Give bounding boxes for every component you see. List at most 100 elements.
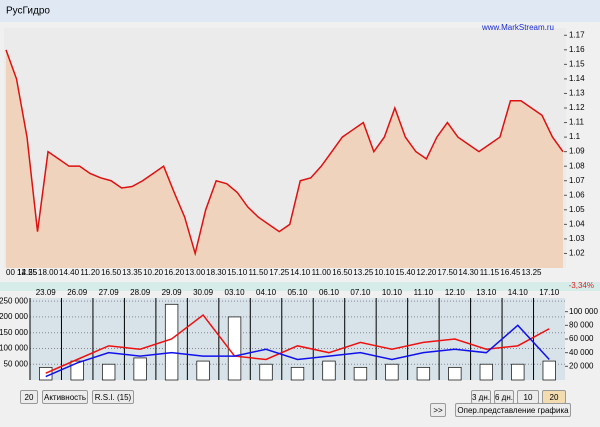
y-tick-label: 1.06 — [569, 190, 585, 199]
x-tick-label: 17.25 — [269, 268, 290, 277]
volume-bar — [290, 366, 305, 381]
y-tick-label: 1.05 — [569, 205, 585, 214]
date-label: 17.10 — [539, 288, 560, 297]
y-tick-label: 100 000 — [0, 344, 29, 353]
y-tick-label: 1.1 — [569, 132, 581, 141]
date-label: 29.09 — [162, 288, 183, 297]
date-label: 06.10 — [319, 288, 340, 297]
x-tick-label: 15.10 — [227, 268, 248, 277]
volume-bar — [511, 363, 525, 381]
mode-button[interactable]: Опер.представление графика — [455, 403, 571, 417]
x-tick-label: 16.20 — [164, 268, 185, 277]
y-tick-label: 1.08 — [569, 161, 585, 170]
y-tick-label: 1.09 — [569, 147, 585, 156]
x-tick-label: 13.00 — [185, 268, 206, 277]
volume-bar — [259, 363, 273, 381]
range-button[interactable]: 10 дн. — [517, 390, 539, 416]
app-window: РусГидро www.MarkStream.ru -3,34% 1.02 1.… — [0, 0, 600, 381]
x-tick-label: 00 14.55 — [6, 268, 38, 277]
volume-plot — [30, 298, 565, 380]
volume-bar — [39, 366, 53, 381]
x-tick-label: 14.10 — [290, 268, 311, 277]
volume-bar — [448, 366, 462, 381]
y-tick-label: 1.03 — [569, 234, 585, 243]
x-tick-label: 17.50 — [437, 268, 458, 277]
range-button[interactable]: 20 дн. — [542, 390, 566, 416]
x-tick-label: 11.50 — [249, 268, 269, 277]
indicator-line — [45, 314, 550, 374]
date-label: 23.09 — [36, 288, 57, 297]
y-tick-label: 200 000 — [0, 312, 29, 321]
x-tick-label: 12.25 — [17, 268, 38, 277]
date-label: 10.10 — [382, 288, 403, 297]
y2-tick-label: 40 000 — [569, 348, 594, 357]
volume-bar — [416, 366, 431, 381]
y-tick-label: 1.17 — [569, 30, 585, 39]
volume-bar — [70, 360, 84, 381]
y-tick-label: 1.13 — [569, 89, 585, 98]
price-area — [6, 49, 563, 269]
x-tick-label: 11.00 — [312, 268, 332, 277]
x-tick-label: 11.20 — [80, 268, 100, 277]
date-label: 27.09 — [99, 288, 120, 297]
x-tick-label: 16.50 — [332, 268, 353, 277]
y-tick-label: 1.07 — [569, 176, 585, 185]
volume-bar — [322, 360, 336, 381]
activity-button[interactable]: Активность — [42, 390, 88, 404]
volume-bar — [227, 316, 242, 381]
volume-bar — [101, 363, 116, 381]
y-tick-label: 1.15 — [569, 59, 585, 68]
price-line — [5, 49, 564, 257]
x-tick-label: 13.25 — [521, 268, 542, 277]
date-label: 13.10 — [476, 288, 497, 297]
y2-tick-label: 60 000 — [569, 334, 594, 343]
x-tick-label: 11.15 — [480, 268, 500, 277]
x-tick-label: 16.50 — [101, 268, 122, 277]
date-label: 12.10 — [445, 288, 466, 297]
date-label: 11.10 — [414, 288, 434, 297]
title-bar — [0, 0, 600, 22]
volume-bar — [542, 360, 556, 381]
volume-bar — [196, 360, 210, 381]
y-tick-label: 250 000 — [0, 296, 29, 305]
x-tick-label: 13.25 — [353, 268, 374, 277]
date-label: 28.09 — [130, 288, 151, 297]
rsi-button[interactable]: R.S.I. (15) — [92, 390, 134, 404]
range-button[interactable]: 3 дн. — [471, 390, 491, 404]
volume-bar — [164, 303, 179, 381]
window-title: РусГидро — [6, 6, 50, 17]
volume-bar — [353, 366, 368, 381]
x-tick-label: 18.30 — [206, 268, 227, 277]
y-tick-label: 1.16 — [569, 45, 585, 54]
change-label: -3,34% — [569, 281, 594, 290]
x-tick-label: 15.40 — [395, 268, 416, 277]
x-tick-label: 12.20 — [416, 268, 437, 277]
y-tick-label: 1.14 — [569, 74, 585, 83]
period-button[interactable]: 20 — [20, 390, 38, 404]
next-button[interactable]: >> — [430, 403, 446, 417]
y2-tick-label: 100 000 — [569, 307, 598, 316]
date-label: 07.10 — [350, 288, 371, 297]
volume-bar — [479, 363, 494, 381]
date-label: 04.10 — [256, 288, 277, 297]
site-url: www.MarkStream.ru — [481, 23, 554, 32]
date-label: 05.10 — [287, 288, 308, 297]
x-tick-label: 10.10 — [374, 268, 395, 277]
y2-tick-label: 80 000 — [569, 320, 594, 329]
x-tick-label: 10.20 — [143, 268, 164, 277]
x-tick-label: 14.40 — [59, 268, 80, 277]
y-tick-label: 1.12 — [569, 103, 585, 112]
y-tick-label: 1.11 — [569, 118, 585, 127]
x-tick-label: 16.45 — [500, 268, 521, 277]
x-tick-label: 13.35 — [122, 268, 143, 277]
date-label: 14.10 — [508, 288, 529, 297]
date-label: 30.09 — [193, 288, 214, 297]
volume-bar — [133, 357, 147, 381]
date-label: 26.09 — [67, 288, 88, 297]
range-button[interactable]: 6 дн. — [494, 390, 514, 404]
y-tick-label: 1.04 — [569, 219, 585, 228]
indicator-line — [45, 324, 550, 378]
x-tick-label: 14.30 — [458, 268, 479, 277]
date-label: 03.10 — [225, 288, 246, 297]
